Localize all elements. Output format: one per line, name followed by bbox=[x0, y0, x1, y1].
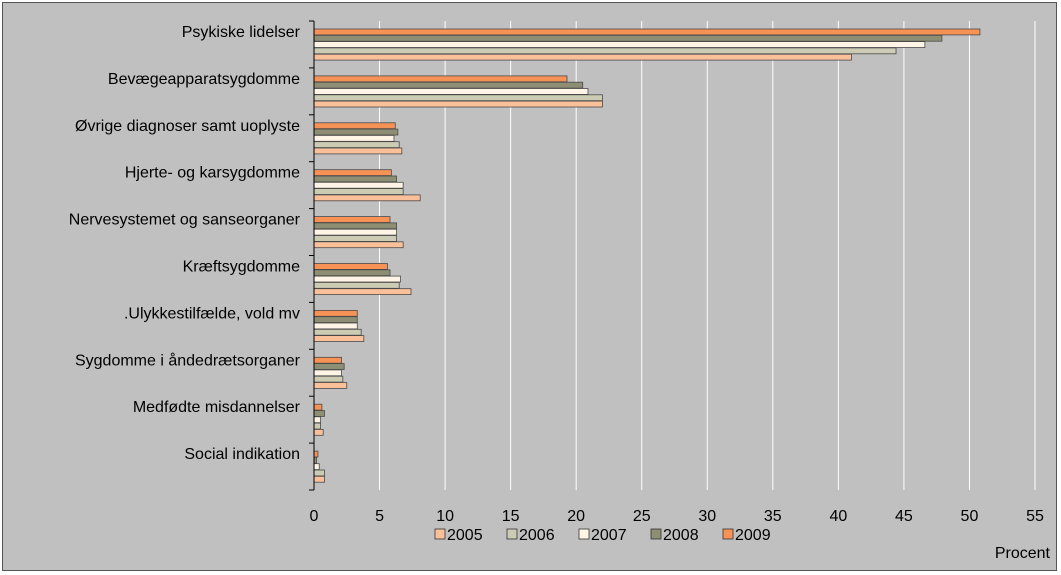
bar-2009-2 bbox=[313, 122, 396, 130]
bar-2006-3 bbox=[313, 188, 404, 195]
bar-2005-4 bbox=[313, 241, 404, 249]
bar-2007-4 bbox=[313, 228, 397, 236]
axes bbox=[309, 20, 315, 491]
x-tick-label-0: 0 bbox=[310, 508, 319, 525]
bar-2008-8 bbox=[313, 410, 325, 417]
x-tick-label-40: 40 bbox=[829, 508, 847, 525]
category-label: Hjerte- og karsygdomme bbox=[125, 165, 300, 182]
category-label: Nervesystemet og sanseorganer bbox=[69, 212, 301, 229]
bar-2007-5 bbox=[313, 275, 401, 283]
bar-2005-7 bbox=[313, 382, 348, 389]
category-label: Psykiske lidelser bbox=[182, 24, 301, 41]
x-tick-label-15: 15 bbox=[502, 508, 520, 525]
bar-2006-4 bbox=[313, 235, 397, 242]
x-tick-label-50: 50 bbox=[961, 508, 979, 525]
bar-2006-6 bbox=[313, 328, 362, 336]
bar-2008-3 bbox=[313, 175, 397, 183]
bar-2006-9 bbox=[313, 469, 325, 477]
bar-2008-4 bbox=[313, 222, 397, 230]
bar-2008-5 bbox=[313, 269, 391, 277]
legend-label-2006: 2006 bbox=[519, 527, 555, 544]
bars bbox=[313, 28, 981, 483]
bar-2005-6 bbox=[313, 335, 365, 342]
bar-2007-1 bbox=[313, 88, 589, 95]
legend-swatch-2005 bbox=[434, 528, 446, 540]
bar-2006-2 bbox=[313, 141, 400, 148]
x-tick-label-10: 10 bbox=[436, 508, 454, 525]
bar-2008-2 bbox=[313, 128, 399, 136]
legend-swatch-2006 bbox=[506, 528, 518, 540]
bar-2007-3 bbox=[313, 181, 404, 189]
bar-2008-7 bbox=[313, 363, 345, 370]
x-tick-label-25: 25 bbox=[633, 508, 651, 525]
bar-2007-6 bbox=[313, 322, 358, 330]
bar-2007-0 bbox=[313, 41, 926, 48]
category-labels: Psykiske lidelser Bevægeapparatsygdomme Øv… bbox=[69, 24, 301, 463]
x-tick-label-5: 5 bbox=[375, 508, 384, 525]
bar-2006-0 bbox=[313, 47, 897, 55]
x-tick-label-30: 30 bbox=[698, 508, 716, 525]
bar-2009-9 bbox=[313, 450, 319, 458]
x-tick-labels: 0 5 10 15 20 25 30 35 40 45 50 55 bbox=[310, 508, 1044, 525]
category-label: Sygdomme i åndedrætsorganer bbox=[75, 351, 301, 369]
bar-2006-1 bbox=[313, 94, 603, 102]
bar-2005-3 bbox=[313, 194, 421, 202]
bar-2005-5 bbox=[313, 288, 412, 296]
chart-svg: Psykiske lidelser Bevægeapparatsygdomme Øv… bbox=[69, 20, 1051, 562]
bar-2009-4 bbox=[313, 216, 391, 223]
x-tick-label-20: 20 bbox=[567, 508, 585, 525]
legend-label-2008: 2008 bbox=[663, 527, 699, 544]
legend-swatch-2007 bbox=[578, 528, 590, 540]
bar-2007-8 bbox=[313, 416, 321, 424]
category-label: Social indikation bbox=[184, 446, 300, 463]
bar-2005-8 bbox=[313, 428, 324, 436]
bar-2009-7 bbox=[313, 356, 342, 364]
x-axis-label: Procent bbox=[995, 545, 1051, 562]
legend-label-2009: 2009 bbox=[735, 527, 771, 544]
bar-2009-5 bbox=[313, 263, 388, 270]
category-label: Øvrige diagnoser samt uoplyste bbox=[75, 118, 300, 135]
legend-swatch-2008 bbox=[650, 528, 662, 540]
bar-2009-0 bbox=[313, 28, 981, 36]
bar-2005-1 bbox=[313, 100, 603, 108]
bar-2006-7 bbox=[313, 375, 344, 383]
category-label: Bevægeapparatsygdomme bbox=[108, 71, 300, 88]
legend-label-2005: 2005 bbox=[447, 527, 483, 544]
bar-2008-1 bbox=[313, 81, 584, 89]
legend: 2005 2006 2007 2008 2009 bbox=[434, 527, 771, 544]
bar-2005-9 bbox=[313, 475, 325, 483]
bar-2008-0 bbox=[313, 34, 943, 42]
category-label: .Ulykkestilfælde, vold mv bbox=[124, 305, 300, 322]
category-label: Kræftsygdomme bbox=[183, 259, 300, 276]
legend-label-2007: 2007 bbox=[591, 527, 627, 544]
bar-2005-2 bbox=[313, 147, 403, 155]
bar-2006-5 bbox=[313, 281, 400, 289]
legend-swatch-2009 bbox=[722, 528, 734, 540]
bar-2009-8 bbox=[313, 403, 323, 411]
bar-2009-1 bbox=[313, 75, 568, 83]
x-tick-label-55: 55 bbox=[1026, 508, 1044, 525]
x-tick-label-45: 45 bbox=[895, 508, 913, 525]
bar-2007-7 bbox=[313, 369, 342, 377]
bar-2007-9 bbox=[313, 463, 320, 471]
bar-2009-6 bbox=[313, 309, 358, 317]
bar-2006-8 bbox=[313, 422, 321, 430]
bar-2009-3 bbox=[313, 169, 392, 176]
bar-2007-2 bbox=[313, 134, 395, 142]
category-label: Medfødte misdannelser bbox=[133, 399, 301, 416]
bar-2008-6 bbox=[313, 316, 358, 324]
bar-2005-0 bbox=[313, 53, 852, 61]
x-tick-label-35: 35 bbox=[764, 508, 782, 525]
